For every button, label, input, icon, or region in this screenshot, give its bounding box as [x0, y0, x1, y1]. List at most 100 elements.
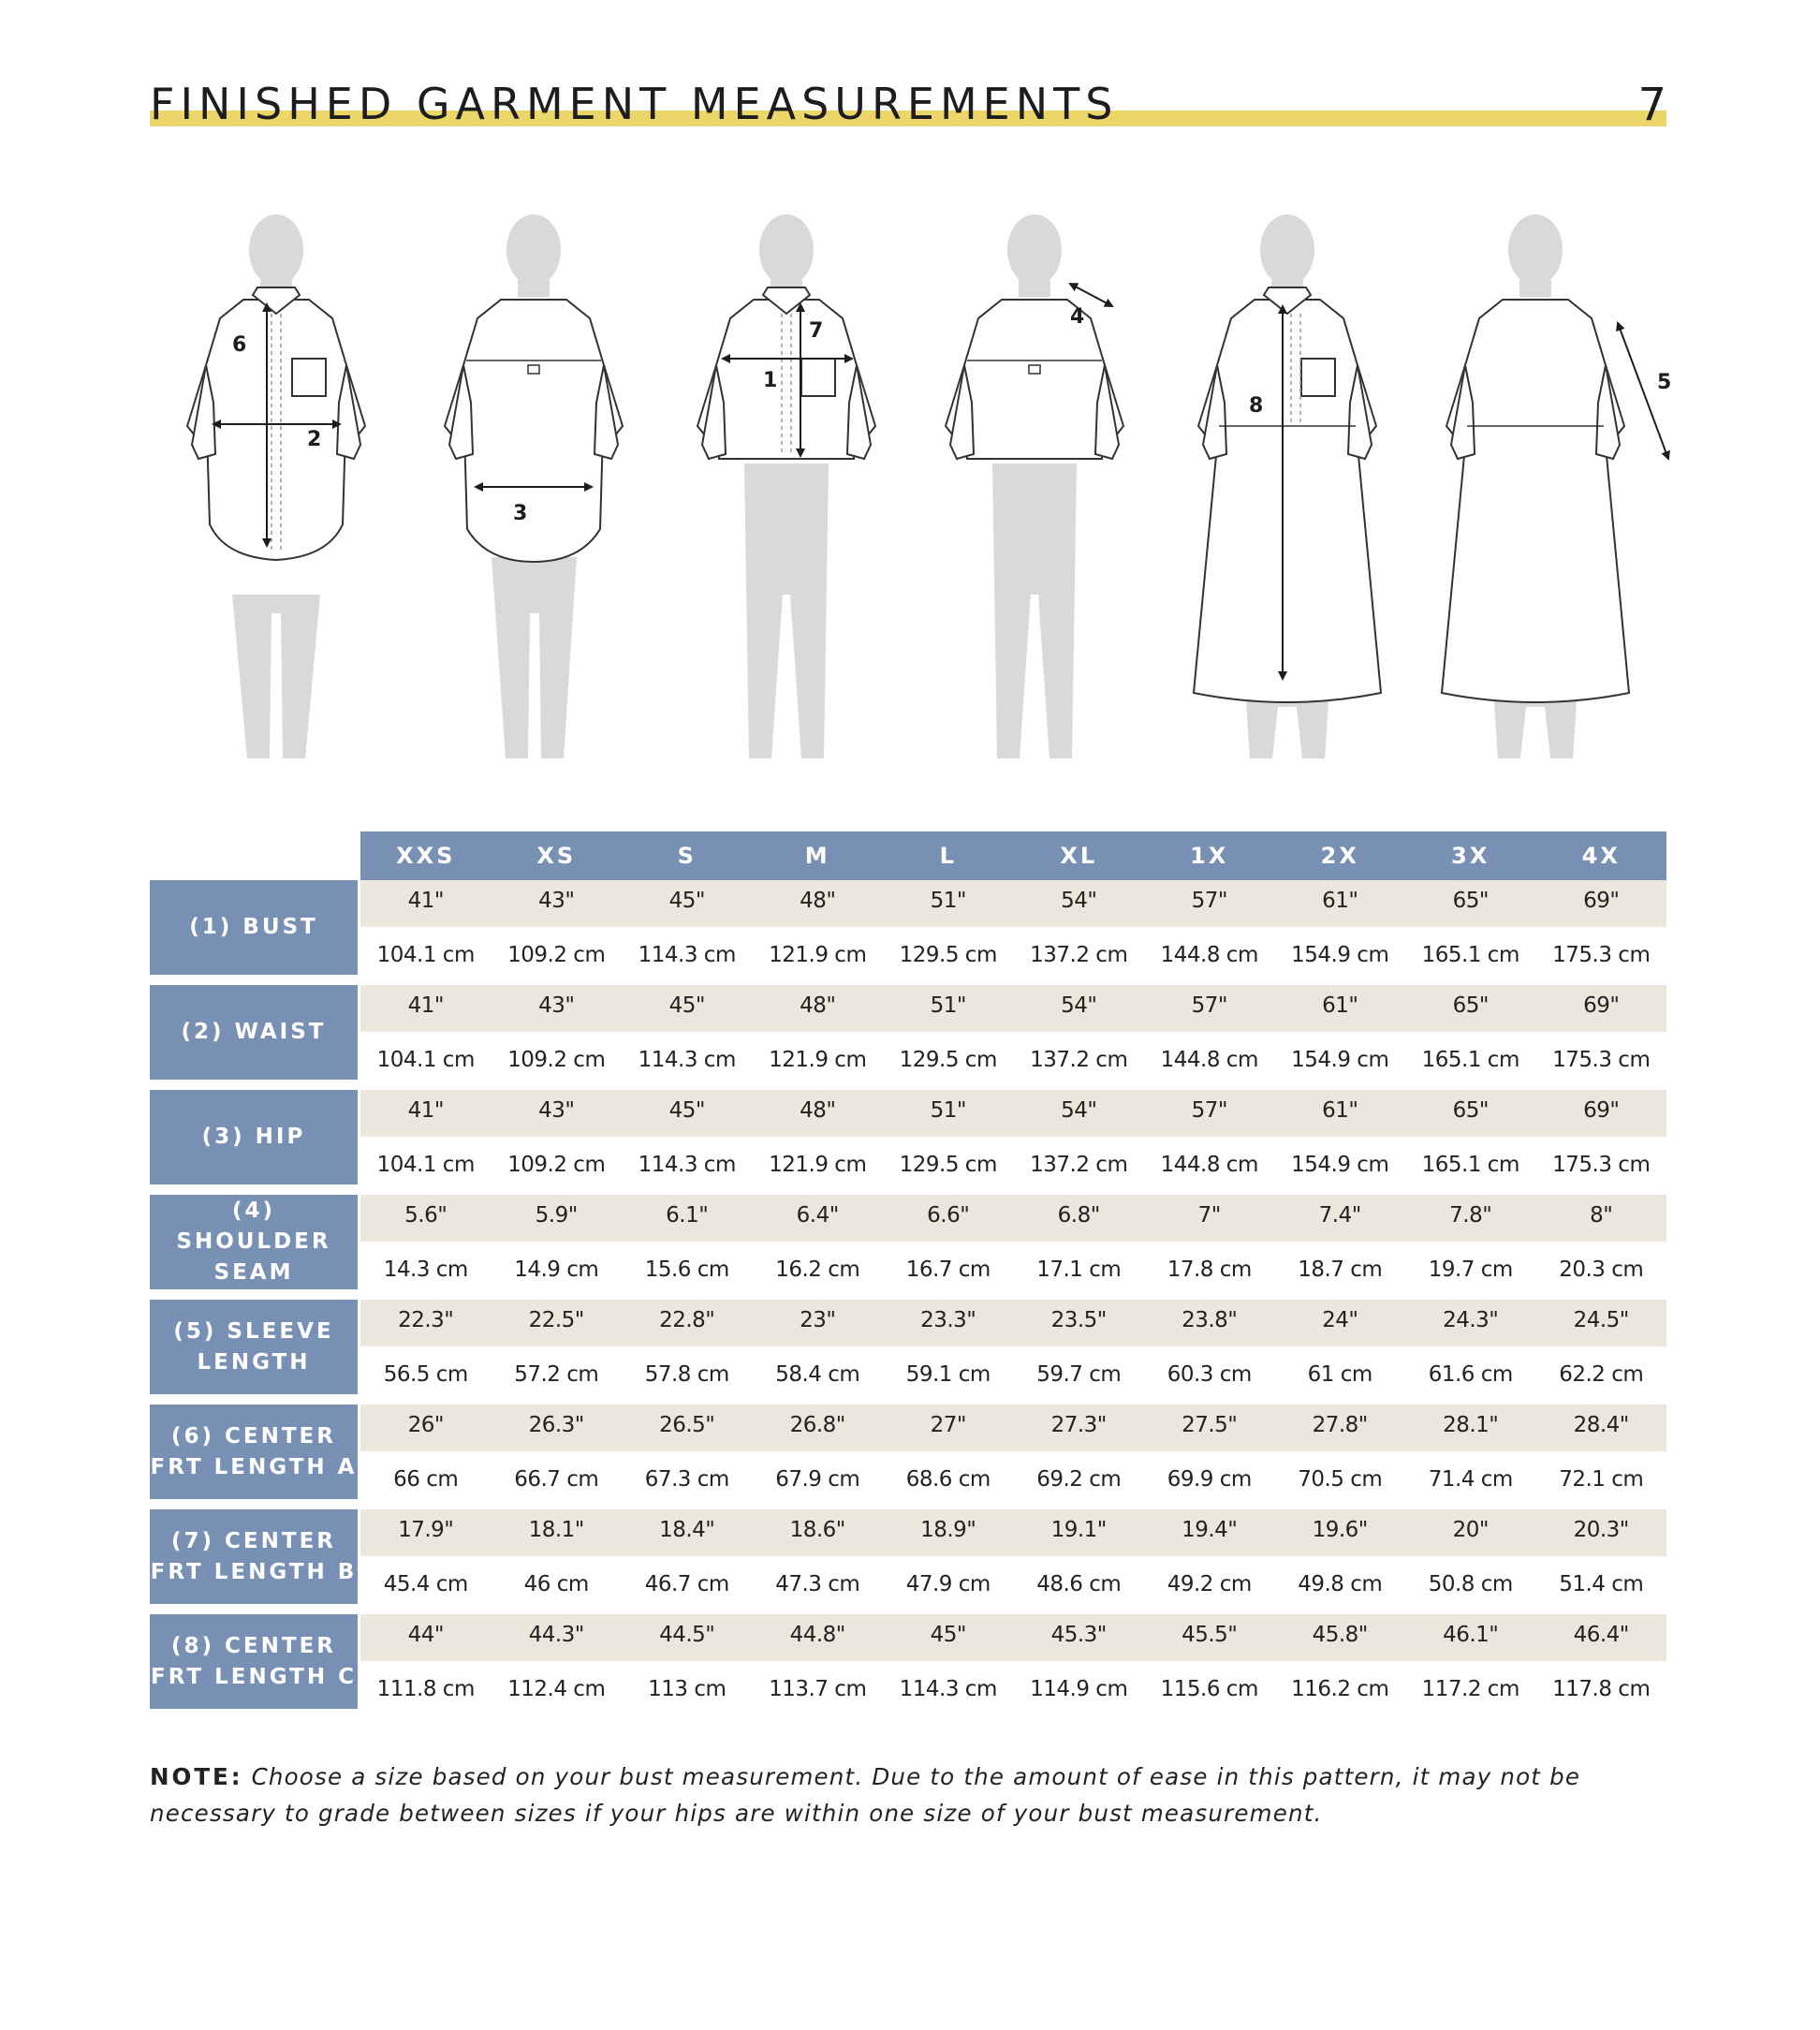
measurement-row: (3) HIP 41" 43" 45" 48" 51" 54" 57" 61" 65" 69" 104…	[150, 1090, 1666, 1184]
inch-value-cell: 65"	[1452, 889, 1490, 913]
inch-value-cell: 6.4"	[796, 1203, 840, 1228]
inch-value-cell: 61"	[1322, 993, 1358, 1018]
inch-value-cell: 18.1"	[528, 1518, 585, 1542]
cm-values-row: 56.5 cm 57.2 cm 57.8 cm 58.4 cm 59.1 cm 59.7 …	[360, 1346, 1666, 1394]
inch-value-cell: 57"	[1191, 889, 1228, 913]
size-header-cell: M	[804, 843, 830, 869]
inch-values-row: 22.3" 22.5" 22.8" 23" 23.3" 23.5" 23.8" 24" 24.3…	[360, 1300, 1666, 1346]
cm-values-row: 104.1 cm 109.2 cm 114.3 cm 121.9 cm 129.5 cm…	[360, 927, 1666, 975]
figure-cropped-shirt-front: 7 1	[696, 214, 877, 758]
cm-value-cell: 17.8 cm	[1167, 1258, 1253, 1282]
inch-values-row: 44" 44.3" 44.5" 44.8" 45" 45.3" 45.5" 45.8" 46.1…	[360, 1614, 1666, 1661]
inch-value-cell: 69"	[1583, 889, 1620, 913]
measurement-label-text: (8) CENTER FRT LENGTH C	[151, 1633, 357, 1689]
cm-value-cell: 104.1 cm	[376, 1048, 476, 1072]
inch-value-cell: 24.5"	[1573, 1308, 1630, 1332]
measurement-label-text: (6) CENTER FRT LENGTH A	[150, 1423, 358, 1479]
cm-values-row: 45.4 cm 46 cm 46.7 cm 47.3 cm 47.9 cm 48.6 cm…	[360, 1556, 1666, 1604]
inch-value-cell: 6.1"	[666, 1203, 709, 1228]
inch-value-cell: 8"	[1590, 1203, 1613, 1228]
cm-value-cell: 48.6 cm	[1036, 1572, 1122, 1596]
inch-value-cell: 27"	[930, 1413, 967, 1437]
inch-value-cell: 44.3"	[528, 1623, 585, 1647]
page-title: FINISHED GARMENT MEASUREMENTS	[150, 79, 1119, 129]
measurement-row: (4) SHOULDER SEAM 5.6" 5.9" 6.1" 6.4" 6.6" 6.8…	[150, 1195, 1666, 1289]
inch-value-cell: 51"	[930, 1098, 967, 1123]
measurement-label-text: (5) SLEEVE LENGTH	[173, 1318, 334, 1375]
inch-value-cell: 6.8"	[1057, 1203, 1101, 1228]
callout-8: 8	[1249, 394, 1263, 418]
measurement-label: (5) SLEEVE LENGTH	[150, 1300, 358, 1394]
callout-3: 3	[513, 502, 527, 525]
cm-values-row: 66 cm 66.7 cm 67.3 cm 67.9 cm 68.6 cm 69.2 cm…	[360, 1451, 1666, 1499]
cm-value-cell: 129.5 cm	[899, 943, 998, 967]
note-text: Choose a size based on your bust measure…	[150, 1763, 1581, 1827]
cm-value-cell: 16.7 cm	[905, 1258, 991, 1282]
measurement-label: (8) CENTER FRT LENGTH C	[150, 1614, 358, 1709]
cm-value-cell: 59.7 cm	[1036, 1362, 1122, 1387]
inch-values-row: 41" 43" 45" 48" 51" 54" 57" 61" 65" 69"	[360, 880, 1666, 927]
cm-value-cell: 175.3 cm	[1552, 1048, 1651, 1072]
cm-value-cell: 17.1 cm	[1036, 1258, 1122, 1282]
cm-value-cell: 129.5 cm	[899, 1048, 998, 1072]
header-accent-bar	[150, 110, 1666, 126]
cm-value-cell: 117.8 cm	[1552, 1677, 1651, 1701]
inch-values-row: 41" 43" 45" 48" 51" 54" 57" 61" 65" 69"	[360, 985, 1666, 1032]
cm-value-cell: 60.3 cm	[1167, 1362, 1253, 1387]
measurement-row: (1) BUST 41" 43" 45" 48" 51" 54" 57" 61" 65" 69" 10…	[150, 880, 1666, 975]
inch-values-row: 26" 26.3" 26.5" 26.8" 27" 27.3" 27.5" 27.8" 28.1…	[360, 1405, 1666, 1451]
cm-value-cell: 137.2 cm	[1030, 1153, 1128, 1177]
size-header-cell: 3X	[1451, 843, 1490, 869]
inch-value-cell: 45"	[668, 889, 706, 913]
cm-value-cell: 115.6 cm	[1160, 1677, 1259, 1701]
cm-value-cell: 175.3 cm	[1552, 943, 1651, 967]
cm-value-cell: 67.9 cm	[775, 1467, 860, 1492]
inch-value-cell: 22.3"	[398, 1308, 454, 1332]
figure-dress-front: 8	[1192, 214, 1383, 758]
inch-value-cell: 48"	[800, 1098, 836, 1123]
inch-value-cell: 43"	[538, 889, 575, 913]
callout-6: 6	[232, 333, 246, 357]
measurement-row: (8) CENTER FRT LENGTH C 44" 44.3" 44.5" 44.8…	[150, 1614, 1666, 1709]
cm-value-cell: 117.2 cm	[1421, 1677, 1520, 1701]
page-header: FINISHED GARMENT MEASUREMENTS 7	[150, 79, 1666, 131]
inch-value-cell: 46.1"	[1443, 1623, 1499, 1647]
size-header-cell: XS	[536, 843, 577, 869]
measurement-label: (3) HIP	[150, 1090, 358, 1184]
inch-value-cell: 69"	[1583, 993, 1620, 1018]
inch-values-row: 17.9" 18.1" 18.4" 18.6" 18.9" 19.1" 19.4" 19.6"…	[360, 1509, 1666, 1556]
inch-value-cell: 45"	[668, 993, 706, 1018]
cm-value-cell: 14.3 cm	[383, 1258, 469, 1282]
inch-value-cell: 45.3"	[1050, 1623, 1108, 1647]
inch-value-cell: 23"	[800, 1308, 836, 1332]
inch-value-cell: 43"	[538, 993, 575, 1018]
size-header-cell: S	[677, 843, 697, 869]
sizing-note: NOTE: Choose a size based on your bust m…	[150, 1758, 1685, 1831]
garment-illustrations: 6 2 3	[140, 201, 1685, 782]
cm-value-cell: 66.7 cm	[514, 1467, 599, 1492]
cm-value-cell: 114.3 cm	[899, 1677, 998, 1701]
inch-value-cell: 18.4"	[659, 1518, 715, 1542]
inch-value-cell: 17.9"	[398, 1518, 454, 1542]
cm-value-cell: 72.1 cm	[1559, 1467, 1644, 1492]
size-header-cell: L	[939, 843, 957, 869]
cm-value-cell: 50.8 cm	[1428, 1572, 1514, 1596]
inch-value-cell: 51"	[930, 889, 967, 913]
measurement-label-text: (4) SHOULDER SEAM	[176, 1199, 331, 1285]
inch-value-cell: 19.1"	[1050, 1518, 1108, 1542]
inch-value-cell: 26.8"	[789, 1413, 846, 1437]
cm-value-cell: 47.3 cm	[775, 1572, 860, 1596]
cm-value-cell: 46.7 cm	[644, 1572, 730, 1596]
inch-value-cell: 46.4"	[1573, 1623, 1630, 1647]
inch-value-cell: 69"	[1583, 1098, 1620, 1123]
cm-value-cell: 109.2 cm	[507, 1153, 606, 1177]
inch-value-cell: 26.5"	[659, 1413, 715, 1437]
inch-value-cell: 5.6"	[404, 1203, 448, 1228]
cm-value-cell: 114.3 cm	[638, 1153, 737, 1177]
cm-value-cell: 15.6 cm	[644, 1258, 730, 1282]
cm-value-cell: 16.2 cm	[775, 1258, 860, 1282]
measurement-label: (2) WAIST	[150, 985, 358, 1080]
inch-value-cell: 44.5"	[659, 1623, 715, 1647]
cm-value-cell: 113 cm	[648, 1677, 727, 1701]
size-header-cell: 4X	[1581, 843, 1621, 869]
